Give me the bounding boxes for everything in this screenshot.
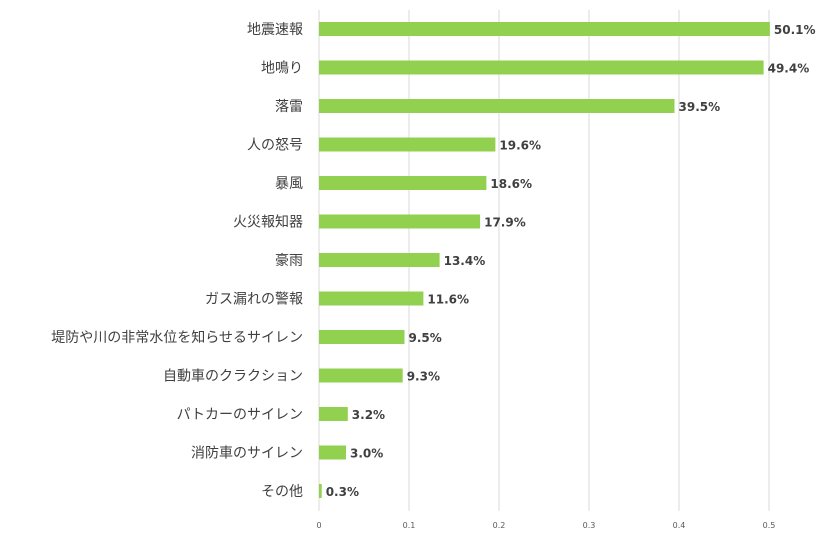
- category-label: 地震速報: [247, 22, 303, 38]
- x-tick-label: 0.3: [583, 521, 596, 530]
- x-tick-label: 0: [316, 521, 321, 530]
- category-label: 人の怒号: [247, 138, 303, 154]
- data-label: 3.2%: [352, 408, 385, 422]
- data-label: 13.4%: [444, 254, 486, 268]
- category-label: 火災報知器: [233, 214, 303, 231]
- data-label: 0.3%: [326, 485, 359, 499]
- category-label: 堤防や川の非常水位を知らせるサイレン: [51, 329, 303, 346]
- data-label: 3.0%: [350, 447, 383, 461]
- bar: [319, 330, 405, 344]
- bar: [319, 484, 322, 498]
- category-label: 暴風: [275, 176, 303, 192]
- x-tick-label: 0.2: [493, 521, 506, 530]
- data-label: 39.5%: [679, 100, 721, 114]
- category-label: 消防車のサイレン: [191, 445, 303, 462]
- category-label: 地鳴り: [261, 61, 303, 77]
- bar: [319, 137, 496, 152]
- bar: [319, 176, 487, 190]
- data-label: 18.6%: [490, 177, 532, 191]
- data-label: 50.1%: [774, 23, 816, 37]
- category-label: 豪雨: [275, 253, 303, 269]
- category-label: 自動車のクラクション: [163, 368, 303, 385]
- x-tick-label: 0.4: [673, 521, 686, 530]
- data-label: 11.6%: [427, 293, 469, 307]
- category-label: パトカーのサイレン: [177, 407, 303, 423]
- data-label: 9.5%: [409, 331, 442, 345]
- bar: [319, 407, 348, 421]
- bar: [319, 445, 346, 460]
- bar: [319, 60, 764, 75]
- data-label: 49.4%: [768, 62, 810, 76]
- category-label: その他: [261, 484, 303, 500]
- x-tick-label: 0.5: [763, 521, 776, 530]
- bar: [319, 253, 440, 267]
- bar: [319, 22, 770, 36]
- bar: [319, 291, 424, 306]
- category-label: ガス漏れの警報: [205, 292, 303, 308]
- bar: [319, 214, 481, 229]
- data-label: 19.6%: [499, 139, 541, 153]
- data-label: 17.9%: [484, 216, 526, 230]
- data-label: 9.3%: [407, 370, 440, 384]
- category-label: 落雷: [275, 99, 303, 115]
- bar: [319, 368, 403, 383]
- x-tick-label: 0.1: [403, 521, 416, 530]
- bar: [319, 99, 675, 113]
